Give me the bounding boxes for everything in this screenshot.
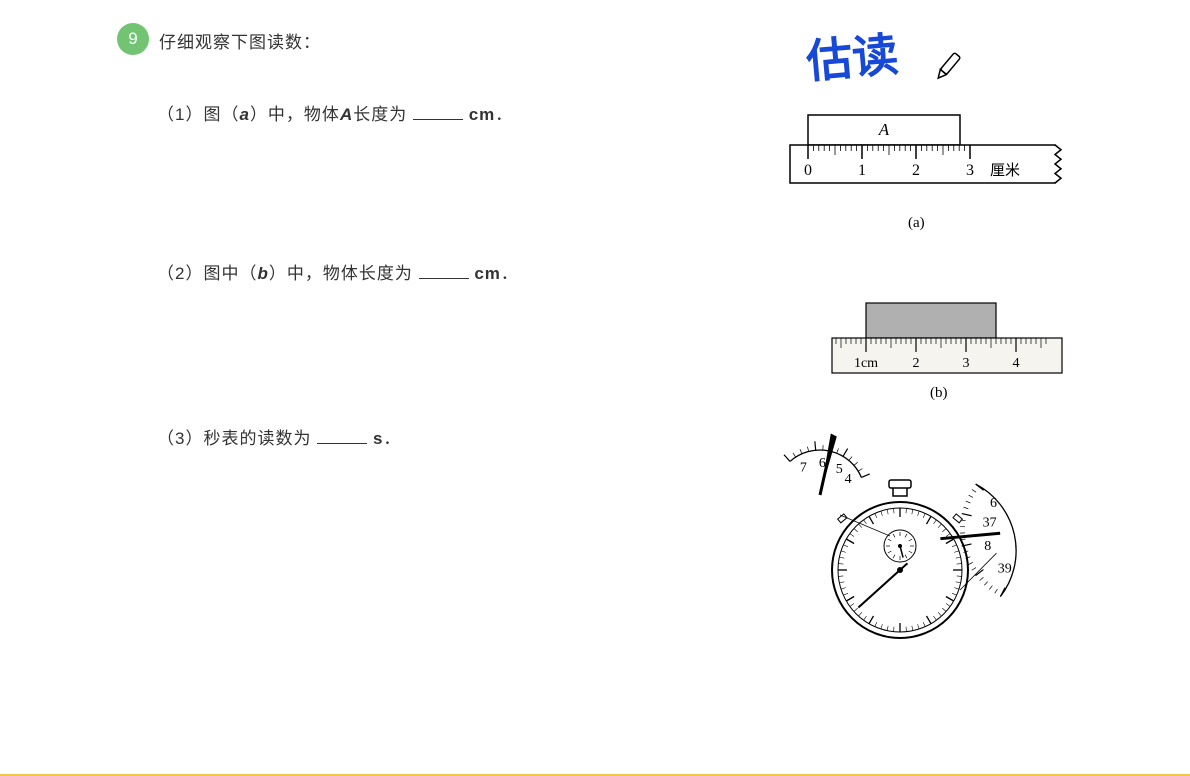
svg-text:8: 8	[984, 539, 991, 554]
svg-text:7: 7	[800, 461, 807, 476]
svg-text:6: 6	[990, 496, 997, 511]
svg-text:4: 4	[845, 472, 852, 487]
svg-text:39: 39	[998, 562, 1012, 577]
svg-text:37: 37	[983, 516, 997, 531]
figure-c-stopwatch: 4567637839	[0, 0, 1190, 700]
svg-text:5: 5	[836, 462, 843, 477]
